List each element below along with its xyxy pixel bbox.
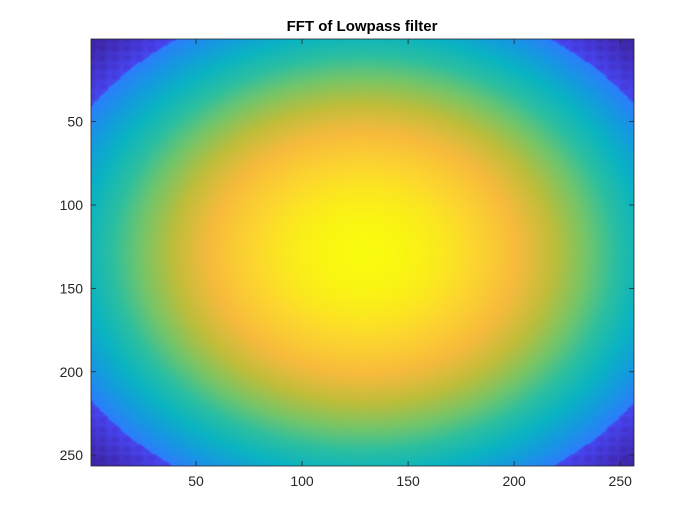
axes-box: [90, 38, 635, 467]
x-axis-ticks: 50 100 150 200 250: [188, 39, 632, 489]
y-tick-label: 200: [60, 364, 84, 380]
y-tick-label: 100: [60, 197, 84, 213]
y-tick-label: 150: [60, 280, 84, 296]
x-tick-label: 150: [396, 473, 420, 489]
x-tick-label: 100: [290, 473, 314, 489]
y-tick-label: 250: [60, 447, 84, 463]
heatmap-image: [91, 39, 634, 466]
x-tick-label: 50: [188, 473, 204, 489]
y-tick-label: 50: [67, 114, 83, 130]
plot-area: [91, 39, 634, 466]
x-tick-label: 250: [609, 473, 633, 489]
y-axis-ticks: 50 100 150 200 250: [60, 114, 634, 463]
x-tick-label: 200: [502, 473, 526, 489]
chart-title: FFT of Lowpass filter: [287, 18, 438, 35]
